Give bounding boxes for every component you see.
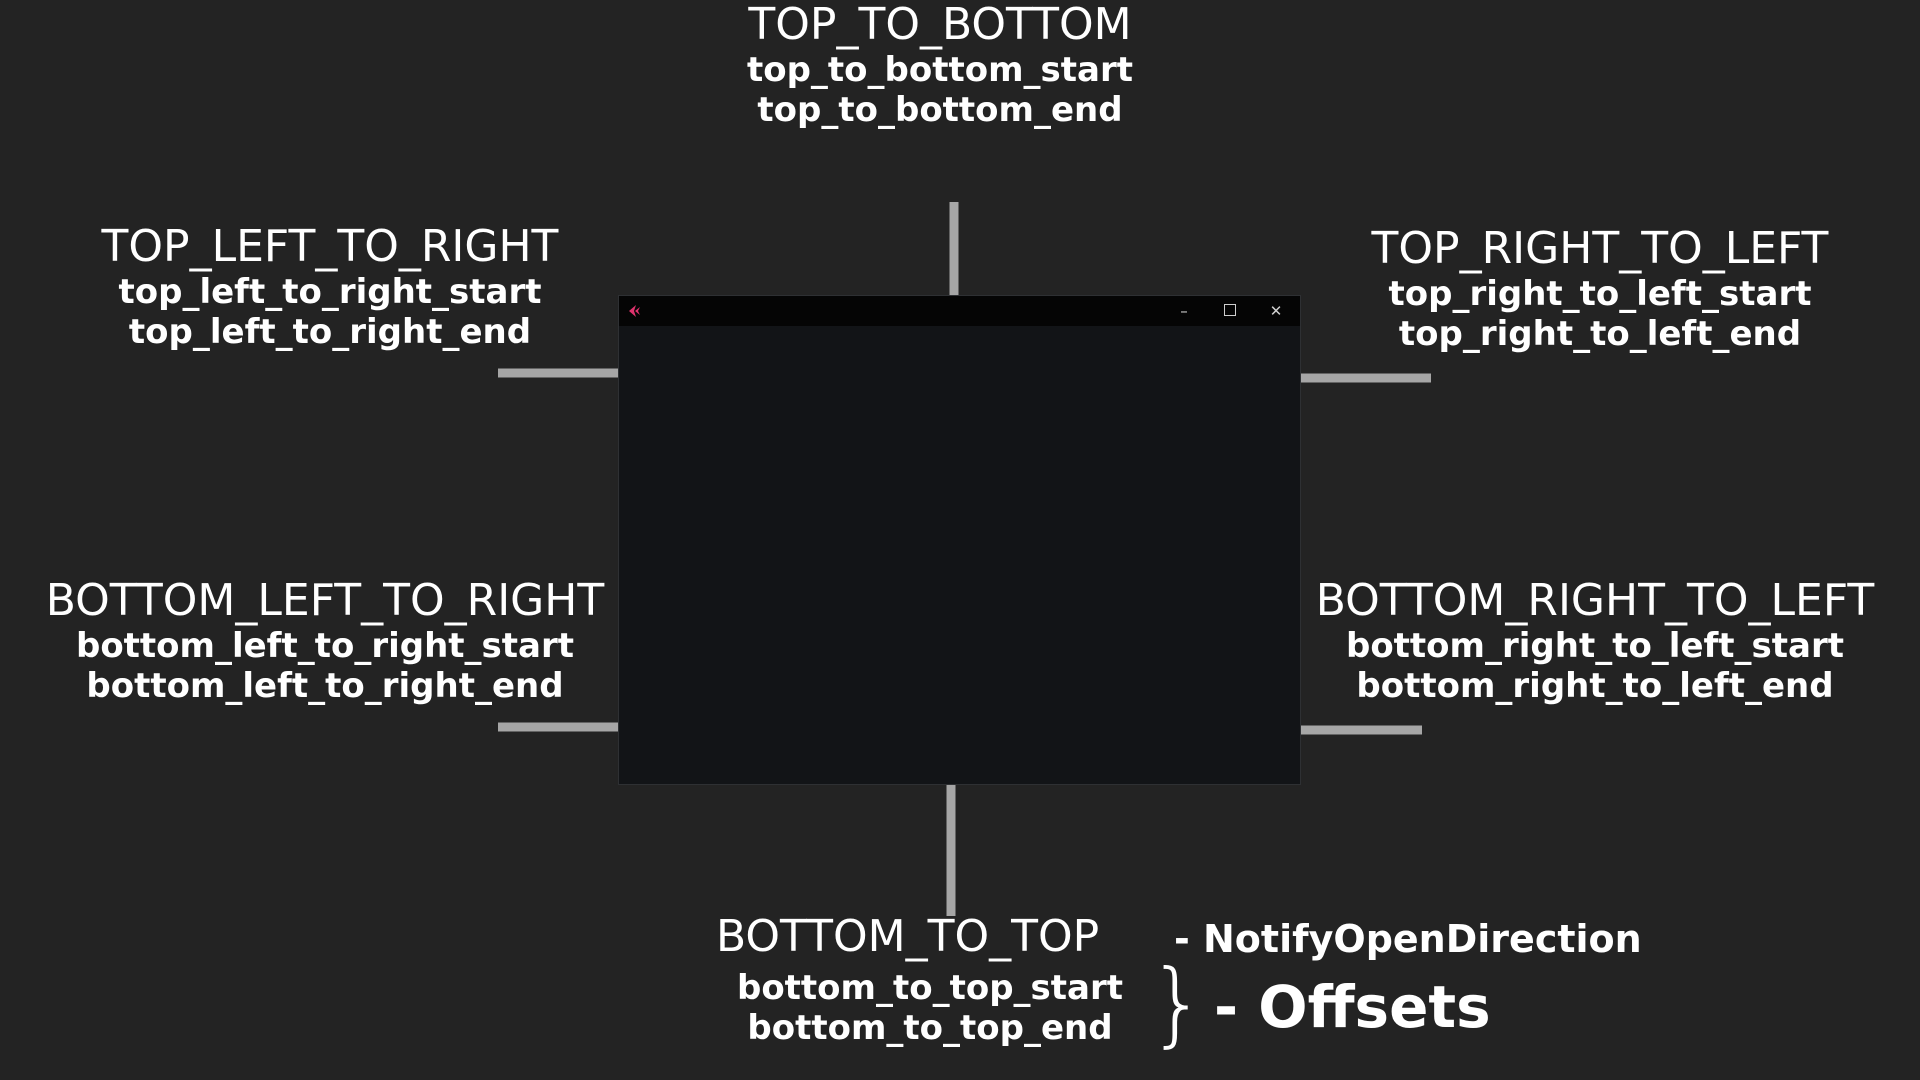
direction-title: BOTTOM_LEFT_TO_RIGHT [45,575,605,626]
offset-start: bottom_left_to_right_start [75,626,575,666]
minimize-button[interactable]: – [1180,302,1188,320]
label-top-to-bottom: TOP_TO_BOTTOM top_to_bottom_start top_to… [640,0,1240,130]
offset-start: top_right_to_left_start [1388,274,1812,314]
label-bottom-left-to-right: BOTTOM_LEFT_TO_RIGHT bottom_left_to_righ… [0,575,650,707]
offset-end: top_right_to_left_end [1398,314,1802,354]
offset-end: top_to_bottom_end [757,90,1123,130]
label-bottom-right-to-left: BOTTOM_RIGHT_TO_LEFT bottom_right_to_lef… [1270,575,1920,707]
maximize-button[interactable] [1207,296,1253,326]
direction-title: BOTTOM_RIGHT_TO_LEFT [1315,575,1875,626]
offset-start: bottom_right_to_left_start [1345,626,1845,666]
maximize-icon [1224,304,1236,316]
offset-end: bottom_right_to_left_end [1356,666,1834,706]
enum-label: - NotifyOpenDirection [1174,917,1642,961]
close-button[interactable]: ✕ [1269,302,1283,320]
offset-end-bottom-to-top: bottom_to_top_end [747,1008,1113,1048]
offset-start: top_left_to_right_start [118,272,542,312]
curly-brace: } [1148,950,1207,1057]
direction-title: TOP_TO_BOTTOM [748,0,1132,50]
direction-title: TOP_LEFT_TO_RIGHT [101,221,559,272]
offsets-label: - Offsets [1214,973,1491,1041]
label-top-right-to-left: TOP_RIGHT_TO_LEFT top_right_to_left_star… [1300,223,1900,355]
offset-start: top_to_bottom_start [746,50,1133,90]
offset-end: top_left_to_right_end [128,312,532,352]
offset-end: bottom_left_to_right_end [86,666,564,706]
app-window: – ✕ [618,295,1301,785]
direction-title-bottom-to-top: BOTTOM_TO_TOP [716,911,1100,962]
window-titlebar[interactable]: – ✕ [619,296,1300,326]
app-logo-icon [629,305,640,317]
offset-start-bottom-to-top: bottom_to_top_start [736,968,1123,1008]
label-top-left-to-right: TOP_LEFT_TO_RIGHT top_left_to_right_star… [40,221,620,353]
direction-title: TOP_RIGHT_TO_LEFT [1371,223,1829,274]
